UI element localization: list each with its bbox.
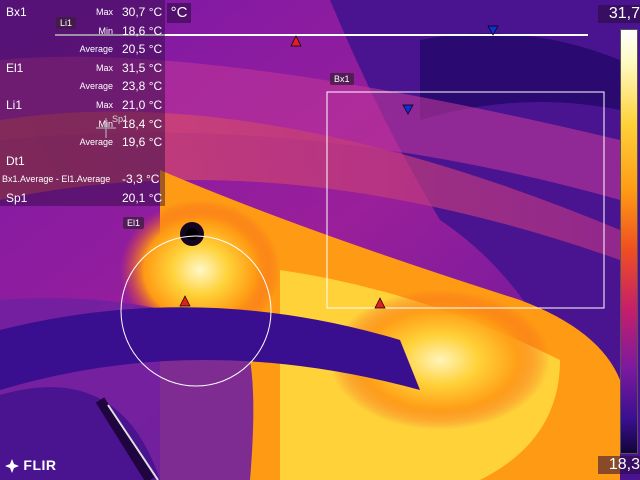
- measurement-stat: Bx1.Average - El1.Average: [2, 174, 111, 184]
- measurement-value: 31,5 °C: [122, 61, 163, 75]
- measurement-panel: [0, 0, 165, 206]
- measurement-row: Dt1: [0, 152, 165, 170]
- li1-max-marker: [290, 35, 302, 47]
- measurement-stat: Average: [79, 81, 113, 91]
- measurement-value: 23,8 °C: [122, 79, 163, 93]
- flir-mark-icon: [5, 459, 19, 474]
- measurement-row: Sp1 20,1 °C: [0, 189, 165, 207]
- measurement-name: Bx1: [6, 5, 27, 19]
- measurement-value: 30,7 °C: [122, 5, 163, 19]
- measurement-row: Average 20,5 °C: [0, 40, 165, 58]
- box-bx1[interactable]: [326, 91, 605, 309]
- bx1-max-marker: [374, 297, 386, 309]
- measurement-value: 18,4 °C: [122, 117, 163, 131]
- scale-min-value: 18,3: [598, 456, 640, 474]
- measurement-row: Average 19,6 °C: [0, 133, 165, 151]
- brand-name: FLIR: [23, 457, 57, 473]
- tag-sp1: Sp1: [112, 114, 129, 124]
- measurement-name: Li1: [6, 98, 23, 112]
- measurement-row: Average 23,8 °C: [0, 77, 165, 95]
- tag-bx1: Bx1: [330, 73, 354, 85]
- flir-logo: FLIR: [5, 457, 57, 474]
- measurement-row: Bx1.Average - El1.Average -3,3 °C: [0, 170, 165, 188]
- measurement-row: Min 18,4 °C: [0, 115, 165, 133]
- measurement-stat: Max: [95, 100, 113, 110]
- temperature-scale-bar: [620, 29, 638, 454]
- measurement-stat: Max: [95, 63, 113, 73]
- unit-label: °C: [167, 3, 191, 23]
- measurement-stat: Average: [79, 137, 113, 147]
- spot-sp1[interactable]: [96, 118, 116, 138]
- measurement-row: El1 Max 31,5 °C: [0, 59, 165, 77]
- el1-max-marker: [179, 295, 191, 307]
- measurement-stat: Max: [95, 7, 113, 17]
- measurement-value: 20,5 °C: [122, 42, 163, 56]
- measurement-row: Bx1 Max 30,7 °C: [0, 3, 165, 21]
- measurement-stat: Average: [79, 44, 113, 54]
- measurement-name: Sp1: [6, 191, 28, 205]
- tag-el1: El1: [123, 217, 145, 229]
- measurement-name: Dt1: [6, 154, 25, 168]
- bx1-min-marker: [402, 104, 414, 115]
- measurement-row: Min 18,6 °C: [0, 22, 165, 40]
- measurement-value: 21,0 °C: [122, 98, 163, 112]
- measurement-value: 20,1 °C: [122, 191, 163, 205]
- scale-max-value: 31,7: [598, 5, 640, 23]
- tag-li1: Li1: [56, 17, 77, 29]
- measurement-value: 18,6 °C: [122, 24, 163, 38]
- ellipse-el1[interactable]: [120, 235, 272, 387]
- measurement-name: El1: [6, 61, 24, 75]
- measurement-value: -3,3 °C: [122, 172, 160, 186]
- measurement-stat: Min: [98, 26, 113, 36]
- li1-min-marker: [487, 25, 499, 36]
- measurement-row: Li1 Max 21,0 °C: [0, 96, 165, 114]
- measurement-stat: Min: [98, 119, 113, 129]
- measurement-value: 19,6 °C: [122, 135, 163, 149]
